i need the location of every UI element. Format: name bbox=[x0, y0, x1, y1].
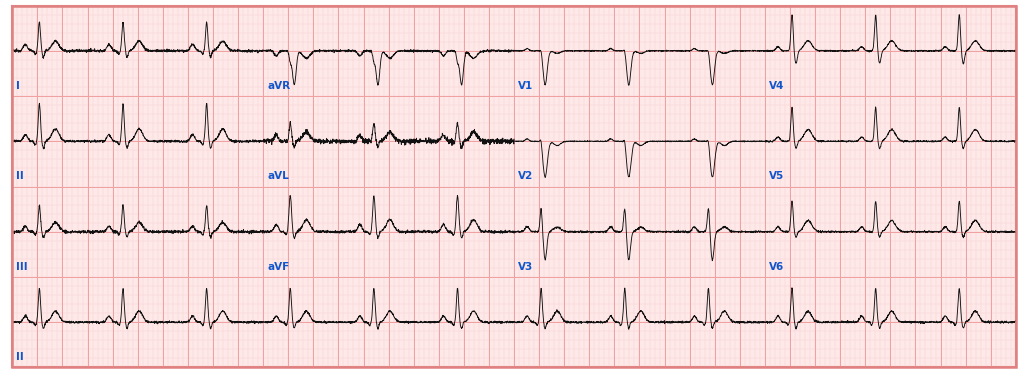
Text: V3: V3 bbox=[518, 262, 534, 272]
Text: aVF: aVF bbox=[267, 262, 290, 272]
Text: III: III bbox=[16, 262, 28, 272]
Text: V4: V4 bbox=[769, 81, 784, 91]
Text: II: II bbox=[16, 352, 25, 362]
Text: I: I bbox=[16, 81, 20, 91]
Text: V5: V5 bbox=[769, 171, 784, 181]
Text: V6: V6 bbox=[769, 262, 784, 272]
Text: II: II bbox=[16, 171, 25, 181]
Text: V1: V1 bbox=[518, 81, 534, 91]
Text: aVL: aVL bbox=[267, 171, 289, 181]
Text: aVR: aVR bbox=[267, 81, 291, 91]
Text: V2: V2 bbox=[518, 171, 534, 181]
